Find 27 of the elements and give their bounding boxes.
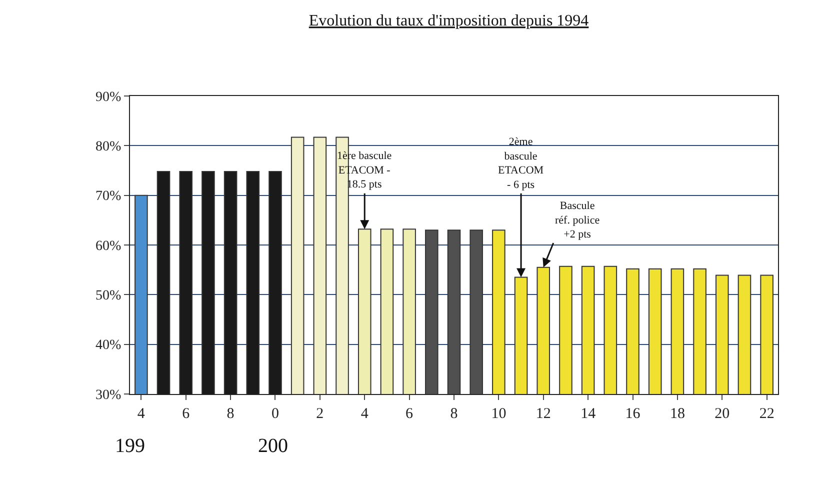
x-tick-label: 4 (360, 406, 369, 422)
y-tick-label: 90% (96, 90, 122, 105)
y-tick-label: 40% (96, 338, 122, 354)
x-tick-label: 0 (271, 406, 279, 422)
x-tick-label: 14 (580, 406, 596, 422)
x-tick-label: 12 (536, 406, 551, 422)
x-tick-label: 16 (625, 406, 641, 422)
x-tick-label: 6 (406, 406, 414, 422)
x-tick-label: 18 (670, 406, 685, 422)
x-tick-label: 8 (450, 406, 458, 422)
x-tick-label: 4 (137, 406, 146, 422)
x-tick-label: 2 (316, 406, 324, 422)
x-tick-label: 8 (226, 406, 234, 422)
annotation: Bascule réf. police +2 pts (555, 200, 600, 241)
y-tick-label: 60% (96, 238, 122, 254)
x-tick-label: 6 (182, 406, 190, 422)
annotation: 2ème bascule ETACOM - 6 pts (498, 136, 544, 191)
x-tick-label: 20 (714, 406, 730, 422)
chart-title: Evolution du taux d'imposition depuis 1994 (308, 12, 589, 30)
y-tick-label: 30% (96, 388, 122, 403)
text: 200 (258, 435, 288, 457)
x-tick-label: 22 (759, 406, 774, 422)
y-tick-label: 70% (96, 189, 122, 204)
x-tick-label: 10 (491, 406, 506, 422)
text: 199 (115, 435, 145, 457)
y-tick-label: 50% (96, 288, 122, 304)
y-tick-label: 80% (96, 140, 122, 155)
